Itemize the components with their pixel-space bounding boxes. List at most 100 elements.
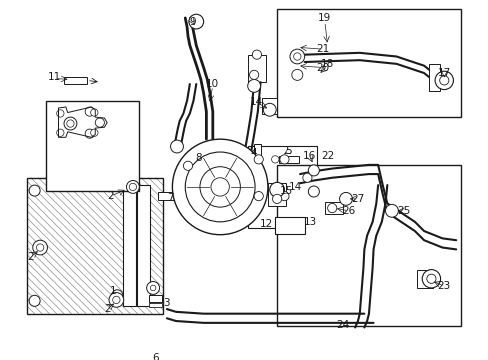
Circle shape bbox=[126, 180, 139, 193]
Circle shape bbox=[439, 76, 448, 85]
Text: 19: 19 bbox=[318, 13, 331, 23]
Text: 16: 16 bbox=[302, 151, 315, 161]
Circle shape bbox=[170, 140, 183, 153]
Text: 1: 1 bbox=[110, 286, 117, 296]
Text: 7: 7 bbox=[167, 193, 174, 203]
Circle shape bbox=[172, 139, 267, 235]
Bar bbox=[278, 156, 299, 163]
Circle shape bbox=[279, 192, 288, 201]
Circle shape bbox=[263, 103, 276, 116]
Circle shape bbox=[29, 295, 40, 306]
Text: 25: 25 bbox=[396, 206, 409, 216]
Text: 2: 2 bbox=[107, 191, 114, 201]
Text: 27: 27 bbox=[350, 194, 364, 204]
Circle shape bbox=[188, 14, 203, 29]
Text: 13: 13 bbox=[303, 217, 316, 227]
Circle shape bbox=[112, 290, 122, 301]
Bar bbox=[247, 55, 265, 82]
Text: 3: 3 bbox=[163, 298, 170, 308]
Text: 11: 11 bbox=[48, 72, 61, 82]
Text: 26: 26 bbox=[342, 206, 355, 216]
Text: 2: 2 bbox=[103, 304, 110, 314]
Circle shape bbox=[95, 118, 104, 127]
Bar bbox=[194, 162, 212, 170]
Bar bbox=[262, 98, 277, 114]
Circle shape bbox=[85, 129, 94, 138]
Circle shape bbox=[291, 69, 302, 80]
Bar bbox=[247, 145, 316, 228]
Bar bbox=[416, 270, 432, 288]
Circle shape bbox=[279, 155, 288, 164]
Circle shape bbox=[112, 296, 120, 303]
Text: 22: 22 bbox=[320, 151, 334, 161]
Circle shape bbox=[129, 183, 136, 190]
Text: 14: 14 bbox=[288, 182, 302, 192]
Circle shape bbox=[247, 80, 260, 92]
Text: 12: 12 bbox=[259, 219, 272, 229]
Circle shape bbox=[200, 167, 240, 207]
Text: 18: 18 bbox=[320, 59, 334, 69]
Text: 17: 17 bbox=[437, 68, 450, 78]
Circle shape bbox=[252, 50, 261, 59]
Bar bbox=[27, 178, 163, 314]
Bar bbox=[137, 185, 150, 306]
Circle shape bbox=[249, 70, 258, 80]
Bar bbox=[267, 183, 285, 206]
Circle shape bbox=[210, 178, 229, 196]
Circle shape bbox=[254, 155, 263, 164]
Circle shape bbox=[339, 193, 352, 205]
Circle shape bbox=[254, 192, 263, 201]
Circle shape bbox=[293, 53, 301, 60]
Circle shape bbox=[185, 152, 255, 222]
Bar bbox=[148, 303, 162, 307]
Bar bbox=[45, 100, 139, 190]
Circle shape bbox=[90, 109, 98, 116]
Circle shape bbox=[272, 194, 281, 203]
Bar bbox=[254, 144, 261, 164]
Bar bbox=[277, 9, 460, 117]
Circle shape bbox=[146, 282, 159, 294]
Bar bbox=[275, 217, 304, 234]
Text: 15: 15 bbox=[279, 186, 292, 195]
Circle shape bbox=[109, 293, 123, 307]
Circle shape bbox=[327, 203, 336, 213]
Circle shape bbox=[33, 240, 47, 255]
Text: 6: 6 bbox=[152, 353, 159, 360]
Circle shape bbox=[90, 129, 98, 136]
Text: 24: 24 bbox=[336, 320, 349, 330]
Bar bbox=[428, 64, 439, 91]
Circle shape bbox=[271, 156, 278, 163]
Bar bbox=[64, 77, 87, 84]
Circle shape bbox=[150, 285, 156, 291]
Text: 10: 10 bbox=[206, 79, 219, 89]
Bar bbox=[277, 165, 460, 326]
Bar bbox=[148, 295, 162, 302]
Circle shape bbox=[385, 204, 398, 217]
Circle shape bbox=[308, 165, 319, 176]
Text: 14: 14 bbox=[250, 98, 263, 107]
Text: 8: 8 bbox=[195, 153, 202, 162]
Bar bbox=[122, 185, 135, 306]
Circle shape bbox=[183, 161, 192, 170]
Bar bbox=[324, 202, 343, 215]
Circle shape bbox=[269, 182, 284, 197]
Circle shape bbox=[57, 110, 64, 117]
Circle shape bbox=[434, 71, 452, 90]
Circle shape bbox=[421, 270, 440, 288]
Text: 23: 23 bbox=[437, 281, 450, 291]
Text: 4: 4 bbox=[250, 148, 257, 158]
Circle shape bbox=[64, 117, 77, 130]
Circle shape bbox=[67, 120, 74, 127]
Text: 9: 9 bbox=[189, 17, 196, 27]
Circle shape bbox=[85, 107, 94, 116]
Text: 5: 5 bbox=[284, 146, 291, 156]
Circle shape bbox=[29, 185, 40, 196]
Text: 21: 21 bbox=[316, 44, 329, 54]
Circle shape bbox=[426, 274, 435, 283]
Text: 2: 2 bbox=[28, 252, 34, 262]
Circle shape bbox=[57, 129, 64, 136]
Circle shape bbox=[308, 186, 319, 197]
Circle shape bbox=[37, 244, 44, 251]
Circle shape bbox=[302, 173, 311, 182]
Text: 20: 20 bbox=[316, 63, 329, 72]
